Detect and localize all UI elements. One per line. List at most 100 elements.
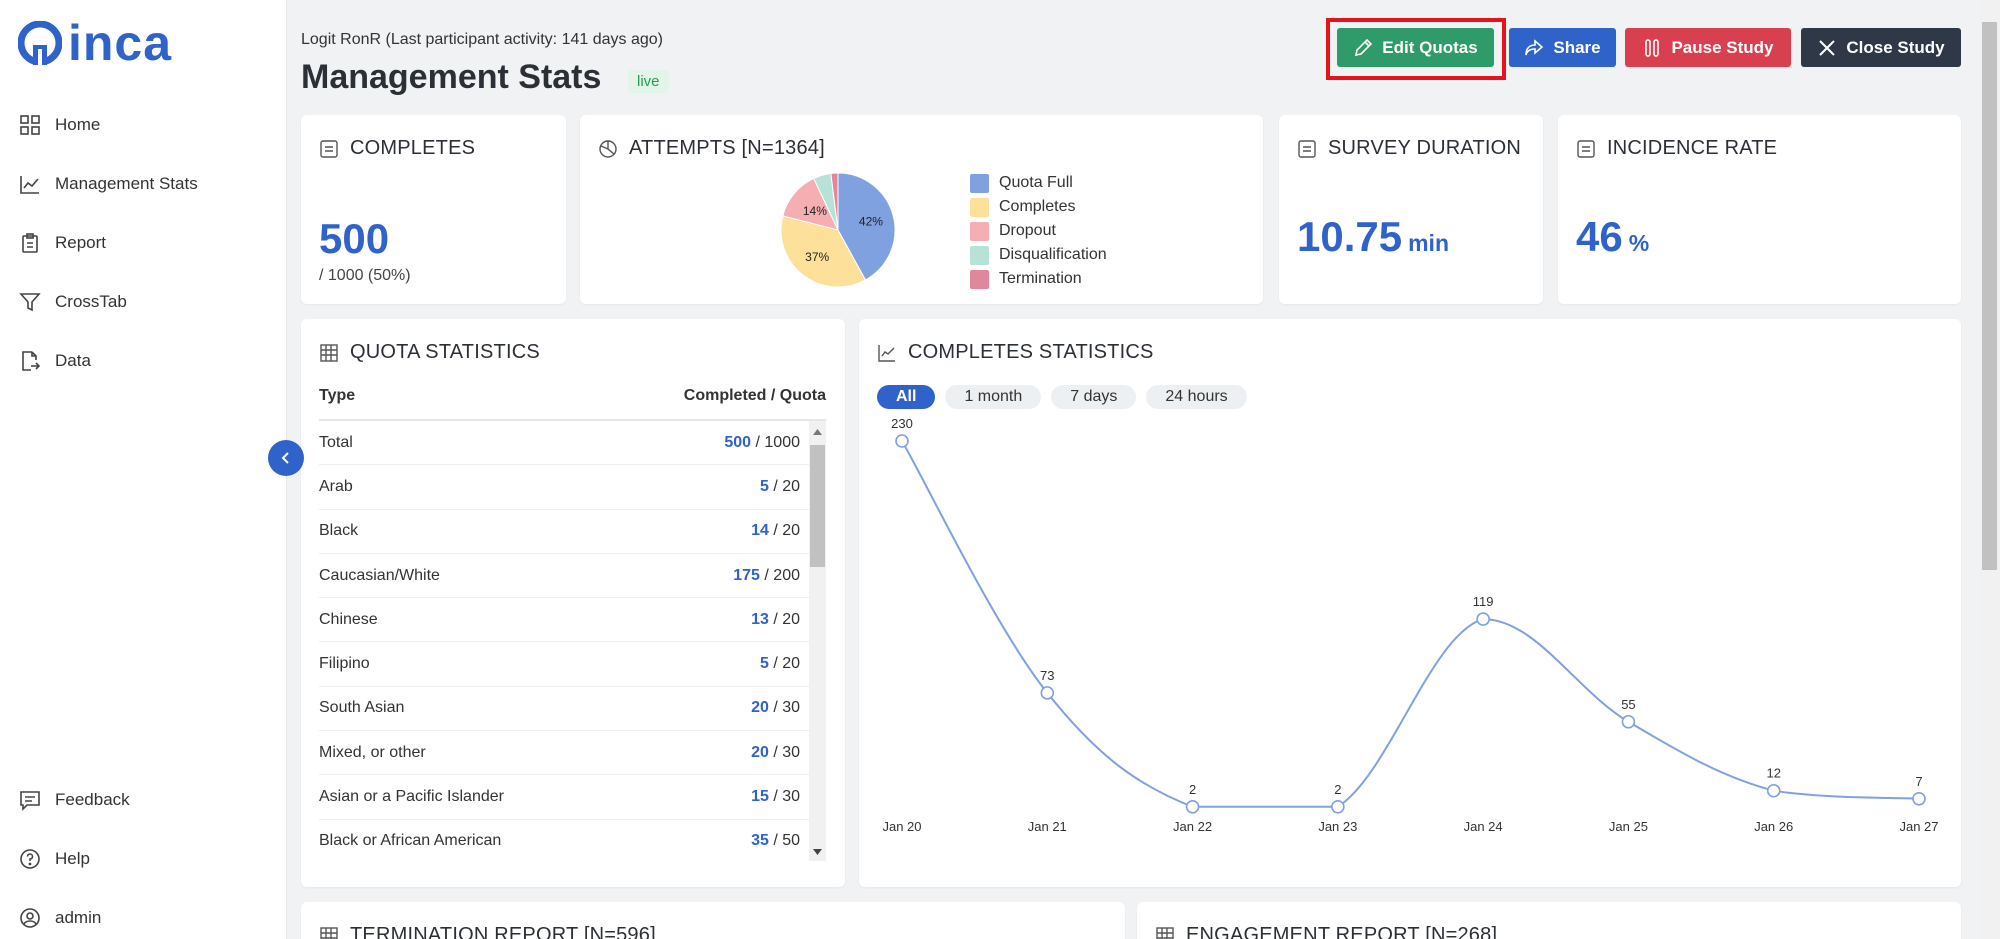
status-badge: live xyxy=(628,70,669,93)
quota-done: 500 xyxy=(724,433,752,451)
sidebar-item-feedback[interactable]: Feedback xyxy=(0,770,286,829)
x-tick-label: Jan 21 xyxy=(1028,819,1067,834)
sidebar-item-admin[interactable]: admin xyxy=(0,888,286,939)
document-icon xyxy=(1298,139,1316,158)
sidebar-item-data[interactable]: Data xyxy=(0,331,286,390)
pie-slice[interactable] xyxy=(837,172,896,281)
attempts-title: ATTEMPTS [N=1364] xyxy=(598,137,825,160)
table-row: South Asian 20 / 30 xyxy=(319,687,826,732)
legend-item[interactable]: Dropout xyxy=(970,219,1107,243)
legend-swatch xyxy=(970,197,989,217)
quota-done: 20 xyxy=(751,699,769,717)
data-label: 73 xyxy=(1040,668,1054,683)
sidebar-collapse-button[interactable] xyxy=(268,440,304,476)
legend-label: Completes xyxy=(999,198,1076,215)
tab-all[interactable]: All xyxy=(877,385,936,409)
sidebar-item-help[interactable]: Help xyxy=(0,829,286,888)
incidence-unit: % xyxy=(1628,230,1650,256)
completes-statistics-title-text: COMPLETES STATISTICS xyxy=(908,341,1154,363)
incidence-number: 46 xyxy=(1576,213,1623,260)
survey-duration-value: 10.75 min xyxy=(1297,213,1449,261)
sidebar-bottom-nav: Feedback Help admin xyxy=(0,770,286,939)
quota-scrollbar[interactable] xyxy=(809,421,826,861)
data-point[interactable] xyxy=(1476,612,1490,626)
engagement-report-title-text: ENGAGEMENT REPORT [N=268] xyxy=(1186,924,1498,939)
share-button[interactable]: Share xyxy=(1509,28,1616,67)
quota-statistics-title: QUOTA STATISTICS xyxy=(319,341,540,364)
close-study-button[interactable]: Close Study xyxy=(1801,28,1961,67)
edit-quotas-button[interactable]: Edit Quotas xyxy=(1337,28,1494,67)
completes-card: COMPLETES 500 / 1000 (50%) xyxy=(301,115,566,304)
sidebar-item-label: Home xyxy=(55,114,101,134)
survey-duration-title: SURVEY DURATION xyxy=(1297,137,1521,160)
sidebar-item-crosstab[interactable]: CrossTab xyxy=(0,272,286,331)
survey-duration-card: SURVEY DURATION 10.75 min xyxy=(1279,115,1543,304)
scroll-down-icon[interactable] xyxy=(809,845,826,859)
tab-7-days[interactable]: 7 days xyxy=(1051,385,1137,409)
quota-table-header: Type Completed / Quota xyxy=(319,387,826,421)
completes-line-chart: 230 Jan 20 73 Jan 21 2 Jan 22 2 Jan 23 119 Jan 24… xyxy=(882,416,1938,834)
legend-label: Dropout xyxy=(999,222,1056,239)
sidebar-item-label: Feedback xyxy=(55,789,130,809)
time-range-tabs: All 1 month 7 days 24 hours xyxy=(877,385,1247,409)
quota-total: / 1000 xyxy=(755,433,800,451)
data-point[interactable] xyxy=(895,434,909,448)
x-tick-label: Jan 22 xyxy=(1173,819,1212,834)
home-grid-icon xyxy=(20,114,40,135)
attempts-legend: Quota Full Completes Dropout Disqualific… xyxy=(970,171,1107,291)
pause-study-button[interactable]: Pause Study xyxy=(1625,28,1791,67)
page-scrollbar-thumb[interactable] xyxy=(1982,22,1997,570)
data-point[interactable] xyxy=(1040,686,1055,700)
quota-value: 35 / 50 xyxy=(751,832,800,850)
quota-table-body: Total 500 / 1000 Arab 5 / 20 Black 14 / 20 … xyxy=(319,421,826,861)
logo[interactable]: inca xyxy=(18,18,172,68)
legend-label: Quota Full xyxy=(999,174,1073,191)
data-label: 2 xyxy=(1334,782,1341,797)
user-icon xyxy=(20,907,40,928)
table-row: Arab 5 / 20 xyxy=(319,465,826,510)
attempts-card: ATTEMPTS [N=1364] 42% 37% 14% Quota Full C… xyxy=(580,115,1263,304)
col-type-header: Type xyxy=(319,387,356,404)
tab-24-hours[interactable]: 24 hours xyxy=(1146,385,1247,409)
data-point[interactable] xyxy=(1912,791,1926,806)
legend-label: Termination xyxy=(999,270,1082,287)
document-icon xyxy=(320,139,338,158)
data-point[interactable] xyxy=(1331,799,1345,814)
data-point[interactable] xyxy=(1185,799,1200,814)
sidebar-item-report[interactable]: Report xyxy=(0,213,286,272)
sidebar-item-home[interactable]: Home xyxy=(0,95,286,154)
quota-value: 14 / 20 xyxy=(751,522,800,540)
quota-total: / 20 xyxy=(773,655,800,673)
table-row: Mixed, or other 20 / 30 xyxy=(319,731,826,776)
completes-statistics-title: COMPLETES STATISTICS xyxy=(877,341,1154,364)
sidebar-item-management-stats[interactable]: Management Stats xyxy=(0,154,286,213)
sidebar-item-label: admin xyxy=(55,907,102,927)
table-icon xyxy=(1156,926,1174,939)
quota-statistics-title-text: QUOTA STATISTICS xyxy=(350,341,540,363)
data-point[interactable] xyxy=(1766,783,1781,798)
pie-slice[interactable] xyxy=(830,172,839,231)
quota-value: 20 / 30 xyxy=(751,744,800,762)
legend-item[interactable]: Termination xyxy=(970,267,1107,291)
legend-item[interactable]: Quota Full xyxy=(970,171,1107,195)
data-point[interactable] xyxy=(1621,714,1636,729)
attempts-title-text: ATTEMPTS [N=1364] xyxy=(629,137,825,159)
quota-total: / 20 xyxy=(773,610,800,628)
completes-sub: / 1000 (50%) xyxy=(319,267,411,284)
quota-scrollbar-thumb[interactable] xyxy=(810,445,825,567)
page-scrollbar[interactable] xyxy=(1979,0,2000,939)
incidence-rate-title-text: INCIDENCE RATE xyxy=(1607,137,1778,159)
duration-number: 10.75 xyxy=(1297,213,1403,260)
scroll-up-icon[interactable] xyxy=(809,425,826,439)
legend-item[interactable]: Disqualification xyxy=(970,243,1107,267)
table-row: Asian or a Pacific Islander 15 / 30 xyxy=(319,775,826,820)
data-label: 119 xyxy=(1473,594,1494,609)
pie-slice[interactable] xyxy=(780,215,867,288)
table-icon xyxy=(320,343,338,362)
tab-1-month[interactable]: 1 month xyxy=(945,385,1042,409)
quota-type: Black xyxy=(319,522,359,540)
quota-total: / 20 xyxy=(773,522,800,540)
legend-item[interactable]: Completes xyxy=(970,195,1107,219)
pie-slice-label: 42% xyxy=(859,215,883,229)
engagement-report-card: ENGAGEMENT REPORT [N=268] xyxy=(1137,902,1961,939)
